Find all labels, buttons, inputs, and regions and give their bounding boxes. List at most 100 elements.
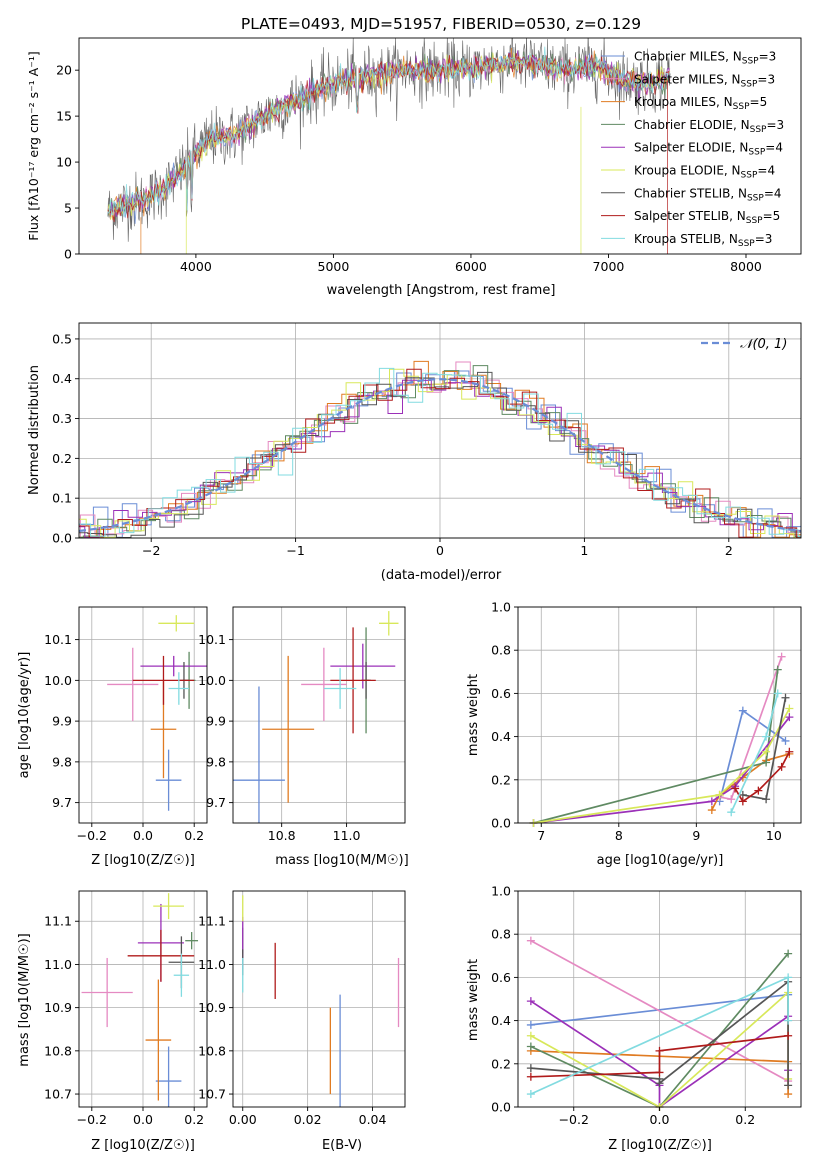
spectrum-legend-label-name: Kroupa MILES, N (634, 95, 733, 109)
age-vs-metallicity-y-tick-label: 9.7 (52, 795, 72, 810)
residuals-step-histogram (79, 361, 801, 538)
age-vs-mass-y-tick-label: 9.7 (206, 795, 226, 810)
residuals-x-tick-label: 0 (436, 543, 444, 558)
residuals-step-histogram (79, 371, 801, 538)
spectrum-legend-label-subscript: SSP (741, 171, 758, 181)
mass-vs-extinction-y-tick-label: 11.1 (198, 914, 226, 929)
residuals-y-label: Normed distribution (27, 365, 42, 495)
spectrum-legend-label: Salpeter STELIB, NSSP=5 (634, 209, 780, 226)
mass-vs-extinction-y-tick-label: 10.9 (198, 1000, 226, 1015)
residuals-y-tick-label: 0.1 (52, 491, 72, 506)
spectrum-series-line (107, 52, 671, 254)
weight-vs-age-point-marker (785, 713, 794, 722)
spectrum-x-label: wavelength [Angstrom, rest frame] (327, 283, 556, 298)
residuals-panel: −2 −1 0 1 2 0.0 0.1 0.2 0.3 0.4 0.5 𝒩(0, 1) (data-… (27, 322, 802, 583)
mass-vs-extinction-x-tick-label: 0.00 (229, 1112, 257, 1127)
age-vs-metallicity-x-tick-label: 0.2 (184, 828, 204, 843)
weight-vs-metallicity-y-tick-label: 0.0 (491, 1100, 511, 1115)
weight-vs-age-point-marker (762, 732, 771, 741)
residuals-y-tick-label: 0.4 (52, 371, 72, 386)
mass-vs-extinction-y-tick-label: 11.0 (198, 957, 226, 972)
residuals-series-group (79, 360, 801, 538)
spectrum-legend-label-name: Chabrier STELIB, N (634, 186, 747, 200)
spectrum-legend-label-subscript: SSP (748, 148, 765, 158)
spectrum-legend-label-count: =4 (765, 141, 783, 155)
weight-vs-metallicity-x-label: Z [log10(Z/Z☉)] (608, 1138, 712, 1153)
weight-vs-metallicity-point-marker (526, 1042, 535, 1051)
weight-vs-metallicity-point-marker (784, 973, 793, 982)
weight-vs-age-panel: 7 8 9 10 0.0 0.2 0.4 0.6 0.8 1.0 age [log10(age/y… (466, 600, 802, 868)
weight-vs-metallicity-point-marker (526, 1064, 535, 1073)
spectrum-series-line (107, 38, 671, 242)
weight-vs-metallicity-y-tick-label: 0.8 (491, 927, 511, 942)
residuals-y-tick-label: 0.0 (52, 531, 72, 546)
mass-vs-metallicity-errorbars (81, 893, 199, 1107)
weight-vs-age-point-marker (731, 784, 740, 793)
weight-vs-metallicity-x-tick-label: 0.0 (650, 1112, 670, 1127)
residuals-x-tick-label: 2 (725, 543, 733, 558)
residuals-legend-label: 𝒩(0, 1) (740, 337, 787, 352)
mass-vs-metallicity-y-tick-label: 10.8 (44, 1043, 72, 1058)
weight-vs-metallicity-point-marker (526, 1072, 535, 1081)
weight-vs-age-y-tick-label: 0.8 (491, 643, 511, 658)
residuals-x-tick-label: −1 (286, 543, 304, 558)
weight-vs-metallicity-point-marker (526, 1090, 535, 1099)
weight-vs-age-y-tick-label: 0.2 (491, 772, 511, 787)
age-vs-mass-y-tick-label: 10.0 (198, 673, 226, 688)
residuals-step-histogram (79, 367, 801, 538)
weight-vs-metallicity-point-marker (526, 997, 535, 1006)
weight-vs-age-point-marker (773, 665, 782, 674)
age-vs-metallicity-y-label: age [log10(age/yr)] (17, 652, 32, 779)
weight-vs-metallicity-point-marker (784, 949, 793, 958)
residuals-normal-reference-curve (79, 378, 801, 533)
mass-vs-metallicity-x-tick-label: 0.0 (133, 1112, 153, 1127)
spectrum-legend-label-subscript: SSP (742, 57, 759, 67)
spectrum-y-tick-label: 0 (64, 247, 72, 262)
weight-vs-metallicity-point-marker (526, 1020, 535, 1029)
weight-vs-metallicity-series-line (530, 1034, 789, 1078)
mass-vs-extinction-y-tick-label: 10.7 (198, 1087, 226, 1102)
age-vs-mass-y-tick-label: 9.9 (206, 714, 226, 729)
spectrum-legend-label: Kroupa STELIB, NSSP=3 (634, 232, 772, 249)
weight-vs-age-y-tick-label: 1.0 (491, 600, 511, 615)
spectrum-series-line (107, 47, 671, 254)
weight-vs-age-point-marker (762, 747, 771, 756)
mass-vs-metallicity-x-label: Z [log10(Z/Z☉)] (91, 1138, 195, 1153)
weight-vs-age-point-marker (777, 762, 786, 771)
spectrum-legend-label-name: Salpeter MILES, N (634, 72, 741, 86)
mass-vs-metallicity-y-tick-label: 10.7 (44, 1087, 72, 1102)
mass-vs-metallicity-y-tick-label: 11.1 (44, 914, 72, 929)
spectrum-x-tick-label: 4000 (180, 259, 212, 274)
residuals-legend: 𝒩(0, 1) (701, 337, 787, 352)
age-vs-mass-panel: 10.8 11.0 9.7 9.8 9.9 10.0 10.1 mass [log10(M/… (198, 606, 409, 868)
residuals-x-label: (data-model)/error (381, 568, 502, 583)
mass-vs-extinction-x-tick-label: 0.02 (294, 1112, 322, 1127)
spectrum-legend-label-name: Kroupa STELIB, N (634, 232, 738, 246)
spectrum-series-group (107, 38, 671, 254)
spectrum-legend-label-subscript: SSP (750, 125, 767, 135)
spectrum-legend-label-subscript: SSP (733, 102, 750, 112)
mass-vs-extinction-frame (232, 890, 406, 1108)
weight-vs-age-point-marker (762, 758, 771, 767)
age-vs-metallicity-panel: −0.2 0.0 0.2 9.7 9.8 9.9 10.0 10.1 Z [log10(Z/Z… (17, 606, 208, 868)
weight-vs-age-x-label: age [log10(age/yr)] (597, 853, 724, 868)
weight-vs-age-series-line (719, 656, 783, 801)
weight-vs-metallicity-panel: −0.2 0.0 0.2 0.0 0.2 0.4 0.6 0.8 1.0 Z [log10(Z/… (466, 884, 802, 1153)
spectrum-y-tick-label: 10 (56, 155, 72, 170)
weight-vs-metallicity-point-marker (784, 1031, 793, 1040)
mass-vs-metallicity-x-tick-label: −0.2 (77, 1112, 107, 1127)
weight-vs-age-point-marker (707, 806, 716, 815)
age-vs-mass-x-label: mass [log10(M/M☉)] (275, 853, 408, 868)
spectrum-legend-label: Chabrier STELIB, NSSP=4 (634, 186, 782, 203)
age-vs-mass-y-tick-label: 9.8 (206, 754, 226, 769)
spectrum-legend-label-subscript: SSP (746, 216, 763, 226)
weight-vs-age-point-marker (777, 652, 786, 661)
weight-vs-age-point-marker (781, 693, 790, 702)
weight-vs-age-point-marker (785, 704, 794, 713)
mass-vs-extinction-panel: 0.00 0.02 0.04 10.7 10.8 10.9 11.0 11.1 E(B-V) (198, 890, 406, 1153)
weight-vs-age-frame (517, 606, 802, 824)
spectrum-legend-label: Chabrier MILES, NSSP=3 (634, 50, 776, 67)
age-vs-mass-x-tick-label: 10.8 (268, 828, 296, 843)
weight-vs-metallicity-series-line (530, 993, 789, 1026)
